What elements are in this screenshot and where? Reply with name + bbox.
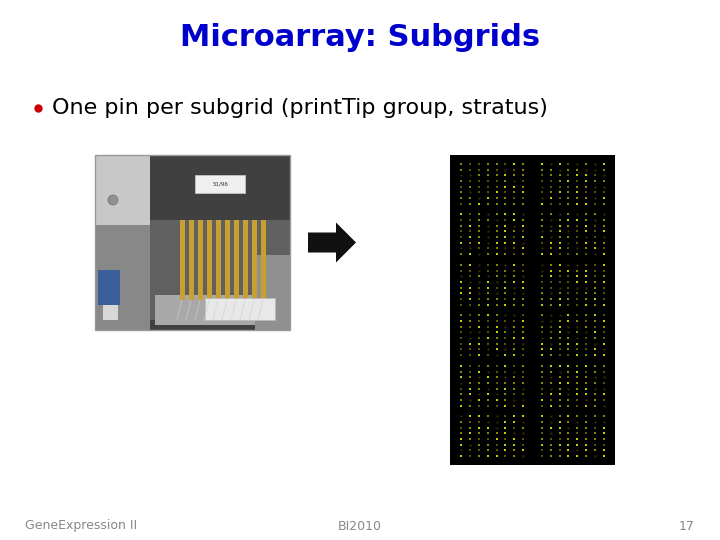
- Bar: [150, 155, 290, 220]
- Bar: [98, 270, 120, 305]
- Bar: [150, 320, 290, 330]
- Bar: [95, 155, 155, 225]
- Text: Microarray: Subgrids: Microarray: Subgrids: [180, 24, 540, 52]
- Bar: [225, 220, 230, 300]
- Bar: [252, 220, 257, 300]
- Bar: [195, 175, 245, 193]
- Bar: [205, 298, 275, 320]
- Bar: [95, 155, 290, 330]
- Bar: [95, 225, 150, 330]
- Bar: [189, 220, 194, 300]
- Bar: [180, 220, 185, 300]
- Polygon shape: [308, 222, 356, 262]
- Text: 51/96: 51/96: [212, 181, 228, 186]
- Bar: [243, 220, 248, 300]
- Text: One pin per subgrid (printTip group, stratus): One pin per subgrid (printTip group, str…: [52, 98, 548, 118]
- Bar: [150, 220, 290, 330]
- Bar: [234, 220, 239, 300]
- Text: 17: 17: [679, 519, 695, 532]
- Bar: [103, 305, 118, 320]
- Bar: [261, 220, 266, 300]
- Bar: [95, 155, 290, 330]
- Text: BI2010: BI2010: [338, 519, 382, 532]
- Bar: [155, 295, 290, 325]
- Bar: [216, 220, 221, 300]
- Circle shape: [108, 195, 118, 205]
- Bar: [207, 220, 212, 300]
- Text: GeneExpression II: GeneExpression II: [25, 519, 137, 532]
- Bar: [255, 255, 290, 330]
- Bar: [198, 220, 203, 300]
- Bar: [450, 155, 615, 465]
